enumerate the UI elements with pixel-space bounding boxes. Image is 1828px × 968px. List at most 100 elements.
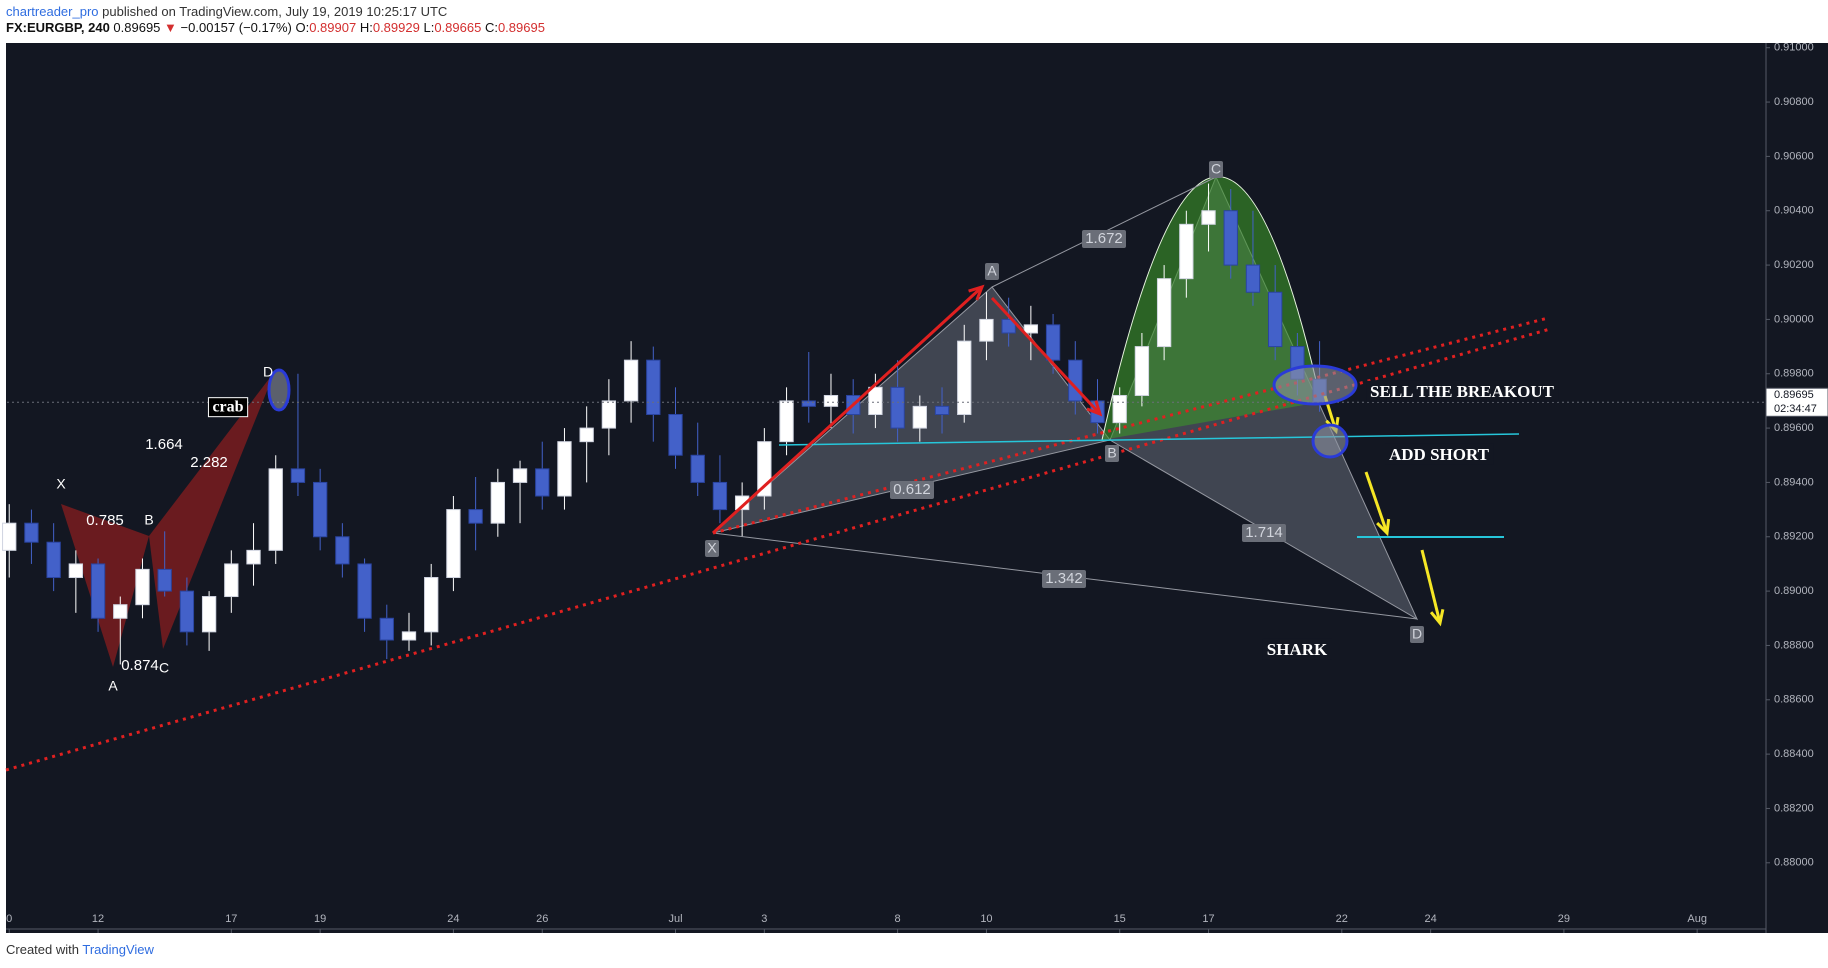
sell-label-box bbox=[1366, 380, 1559, 402]
chart: 0.88000 0.88200 0.88400 0.88600 0.88800 0.890… bbox=[2, 42, 1828, 933]
yellow-arrow-head bbox=[1429, 608, 1445, 627]
ratio-label: 1.664 bbox=[145, 436, 183, 453]
c-value: 0.89695 bbox=[497, 20, 545, 35]
add-short-label: ADD SHORT bbox=[1389, 445, 1490, 464]
brand[interactable]: TradingView bbox=[82, 942, 154, 957]
y-tick-label: 0.89600 bbox=[1774, 422, 1814, 434]
marker bbox=[1272, 364, 1358, 406]
x-tick-label: 24 bbox=[1425, 913, 1437, 925]
x-tick-label: 3 bbox=[761, 913, 767, 925]
candle-body bbox=[2, 522, 17, 551]
candle-body bbox=[1245, 264, 1261, 293]
ratio-box bbox=[1042, 570, 1086, 588]
ratio-label: 1.342 bbox=[1045, 570, 1083, 587]
candle-body bbox=[868, 386, 883, 416]
l-label: L: bbox=[423, 20, 435, 35]
y-tick-label: 0.88400 bbox=[1774, 748, 1814, 760]
x-tick-label: 8 bbox=[895, 913, 901, 925]
countdown: 02:34:47 bbox=[1774, 403, 1817, 415]
x-tick-label: 22 bbox=[1336, 913, 1348, 925]
y-tick-label: 0.88800 bbox=[1774, 639, 1814, 651]
x-tick-label: Jul bbox=[668, 913, 682, 925]
o-value: 0.89907 bbox=[309, 20, 357, 35]
y-tick-label: 0.89400 bbox=[1774, 476, 1814, 488]
candle-body bbox=[779, 400, 794, 443]
point-label: A bbox=[108, 678, 118, 694]
candle-body bbox=[890, 386, 905, 429]
candle-body bbox=[912, 405, 927, 429]
candle-body bbox=[1023, 324, 1039, 334]
x-tick-label: Aug bbox=[1687, 913, 1707, 925]
y-tick-label: 0.90000 bbox=[1774, 313, 1814, 325]
y-tick-label: 0.91000 bbox=[1774, 42, 1814, 54]
sell-label: SELL THE BREAKOUT bbox=[1370, 382, 1555, 401]
ratio-label: 2.282 bbox=[190, 454, 228, 471]
candle-body bbox=[579, 427, 594, 443]
point-label: B bbox=[1107, 445, 1116, 461]
candle-body bbox=[601, 400, 617, 429]
crab-label: crab bbox=[212, 399, 243, 416]
point-label: B bbox=[144, 512, 153, 528]
header: chartreader_pro published on TradingView… bbox=[6, 4, 545, 36]
candle-body bbox=[623, 359, 639, 402]
author[interactable]: chartreader_pro bbox=[6, 4, 99, 19]
candle-body bbox=[490, 481, 505, 524]
candle-body bbox=[512, 468, 528, 483]
red-arrow-head bbox=[968, 284, 985, 301]
x-tick-label: 29 bbox=[1558, 913, 1570, 925]
ratio-label: 0.785 bbox=[86, 512, 124, 529]
candle-body bbox=[246, 549, 261, 565]
y-tick-label: 0.90400 bbox=[1774, 205, 1814, 217]
candle-body bbox=[1179, 223, 1194, 280]
symbol-line: FX:EURGBP, 240 0.89695 ▼ −0.00157 (−0.17… bbox=[6, 20, 545, 36]
o-label: O: bbox=[295, 20, 310, 35]
y-tick-label: 0.90200 bbox=[1774, 259, 1814, 271]
candle-body bbox=[734, 495, 750, 511]
candle-body bbox=[335, 536, 350, 565]
ratio-label: 0.612 bbox=[893, 481, 931, 498]
x-tick-label: 12 bbox=[92, 913, 104, 925]
candle-body bbox=[1156, 278, 1172, 348]
candle-body bbox=[179, 590, 195, 633]
y-tick-label: 0.89200 bbox=[1774, 531, 1814, 543]
candle-body bbox=[90, 563, 106, 619]
candle-body bbox=[379, 617, 394, 641]
yellow-arrow bbox=[1420, 549, 1442, 624]
candle-body bbox=[1001, 318, 1016, 334]
y-tick-label: 0.90800 bbox=[1774, 96, 1814, 108]
candle-body bbox=[68, 563, 84, 579]
add-short-label-box bbox=[1385, 443, 1494, 465]
last: 0.89695 bbox=[113, 20, 161, 35]
candle-body bbox=[46, 541, 61, 579]
y-tick-label: 0.89800 bbox=[1774, 368, 1814, 380]
candle-body bbox=[646, 359, 661, 416]
l-value: 0.89665 bbox=[434, 20, 482, 35]
candle-body bbox=[157, 568, 172, 592]
candle-body bbox=[290, 468, 306, 483]
point-label: A bbox=[987, 263, 997, 279]
candle-body bbox=[312, 481, 328, 538]
x-tick-label: 10 bbox=[980, 913, 992, 925]
ratio-box bbox=[1082, 230, 1126, 248]
point-label: D bbox=[1412, 626, 1422, 642]
last-price: 0.89695 bbox=[1774, 389, 1814, 401]
point-label: C bbox=[159, 660, 169, 676]
candle-body bbox=[113, 604, 128, 619]
red-arrow bbox=[711, 285, 984, 535]
down-arrow: ▼ bbox=[164, 20, 177, 35]
ratio-label: 0.874 bbox=[121, 657, 159, 674]
candle-body bbox=[712, 481, 728, 511]
point-label-box bbox=[1209, 161, 1223, 178]
candle-body bbox=[135, 568, 150, 606]
candle-body bbox=[201, 596, 217, 633]
point-label: X bbox=[56, 476, 66, 492]
point-label: C bbox=[1211, 161, 1221, 177]
x-tick-label: 17 bbox=[225, 913, 237, 925]
point-label-box bbox=[705, 540, 719, 557]
candle-body bbox=[401, 631, 417, 641]
candle-body bbox=[1045, 324, 1061, 361]
y-tick-label: 0.90600 bbox=[1774, 150, 1814, 162]
last-price-box bbox=[1765, 387, 1828, 417]
candle-body bbox=[268, 468, 283, 551]
